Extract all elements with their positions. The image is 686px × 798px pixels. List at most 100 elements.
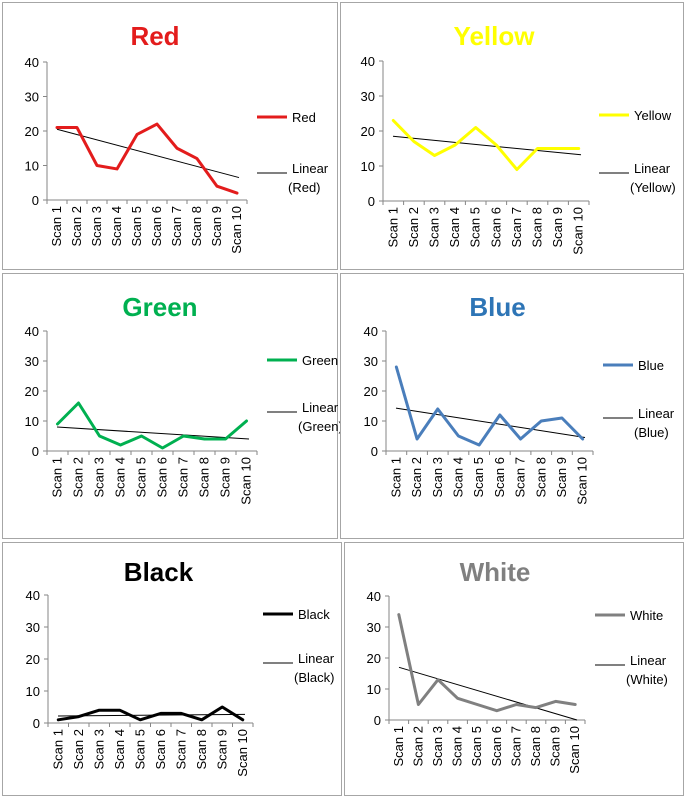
- x-tick-label: Scan 6: [489, 726, 504, 766]
- y-tick-label: 40: [361, 54, 375, 69]
- legend-trendline-label: Linear: [630, 653, 667, 668]
- x-tick-label: Scan 4: [112, 729, 127, 769]
- chart-panel-blue: Blue 0 10 20 30 40 Scan 1 Scan 2 Scan 3 Scan 4 Sca…: [340, 273, 684, 539]
- x-tick-label: Scan 9: [218, 457, 233, 497]
- trendline: [56, 128, 240, 179]
- x-tick-label: Scan 2: [71, 729, 86, 769]
- chart-title: Green: [122, 292, 197, 322]
- x-tick-label: Scan 1: [50, 729, 65, 769]
- x-tick-label: Scan 9: [554, 457, 569, 497]
- x-tick-label: Scan 3: [92, 457, 107, 497]
- x-tick-label: Scan 10: [235, 729, 250, 777]
- y-tick-label: 10: [367, 682, 381, 697]
- legend-trendline-label: (Black): [294, 670, 334, 685]
- y-tick-label: 40: [26, 588, 40, 603]
- x-tick-label: Scan 1: [49, 206, 64, 246]
- chart-svg-white: White 0 10 20 30 40 Scan 1 Scan 2 Scan 3 Scan 4 Sc…: [367, 557, 668, 774]
- chart-title: Blue: [469, 292, 525, 322]
- y-tick-label: 30: [25, 90, 39, 105]
- x-tick-label: Scan 10: [229, 206, 244, 254]
- x-tick-label: Scan 8: [533, 457, 548, 497]
- y-tick-label: 0: [374, 713, 381, 728]
- y-tick-label: 40: [364, 324, 378, 339]
- y-tick-label: 10: [25, 159, 39, 174]
- legend-label: Red: [292, 110, 316, 125]
- legend-trendline-label: Linear: [292, 161, 329, 176]
- x-tick-label: Scan 7: [176, 457, 191, 497]
- chart-panel-green: Green 0 10 20 30 40 Scan 1 Scan 2 Scan 3 Scan 4 Sc…: [2, 273, 343, 539]
- y-tick-label: 20: [25, 124, 39, 139]
- chart-panel-yellow: Yellow 0 10 20 30 40 Scan 1 Scan 2 Scan 3 Scan 4 S…: [340, 2, 684, 270]
- x-tick-label: Scan 6: [149, 206, 164, 246]
- y-tick-label: 30: [26, 620, 40, 635]
- x-tick-label: Scan 4: [450, 726, 465, 766]
- x-tick-label: Scan 9: [550, 207, 565, 247]
- x-tick-label: Scan 6: [492, 457, 507, 497]
- y-tick-label: 20: [25, 384, 39, 399]
- chart-panel-white: White 0 10 20 30 40 Scan 1 Scan 2 Scan 3 Scan 4 Sc…: [344, 542, 684, 796]
- x-tick-label: Scan 10: [567, 726, 582, 774]
- x-tick-label: Scan 5: [134, 457, 149, 497]
- legend-label: Yellow: [634, 108, 672, 123]
- x-tick-label: Scan 4: [447, 207, 462, 247]
- x-tick-label: Scan 6: [155, 457, 170, 497]
- legend-trendline-label: (Red): [288, 180, 321, 195]
- x-tick-label: Scan 3: [91, 729, 106, 769]
- x-tick-label: Scan 8: [528, 726, 543, 766]
- x-tick-label: Scan 1: [50, 457, 65, 497]
- trendline: [398, 666, 578, 721]
- x-tick-label: Scan 9: [209, 206, 224, 246]
- y-tick-label: 20: [361, 124, 375, 139]
- y-tick-label: 20: [26, 652, 40, 667]
- x-tick-label: Scan 7: [513, 457, 528, 497]
- y-tick-label: 0: [33, 716, 40, 731]
- trendline: [56, 426, 250, 440]
- x-tick-label: Scan 3: [89, 206, 104, 246]
- x-tick-label: Scan 6: [153, 729, 168, 769]
- x-tick-label: Scan 3: [427, 207, 442, 247]
- x-tick-label: Scan 5: [469, 726, 484, 766]
- x-tick-label: Scan 7: [509, 207, 524, 247]
- x-tick-label: Scan 8: [197, 457, 212, 497]
- x-tick-label: Scan 2: [406, 207, 421, 247]
- series-line-yellow: [391, 119, 581, 171]
- legend-trendline-label: (Green): [298, 419, 343, 434]
- x-tick-label: Scan 4: [450, 457, 465, 497]
- y-tick-label: 0: [371, 444, 378, 459]
- y-tick-label: 30: [367, 620, 381, 635]
- legend-label: White: [630, 608, 663, 623]
- y-tick-label: 30: [25, 354, 39, 369]
- series-line-red: [55, 122, 239, 195]
- x-tick-label: Scan 4: [109, 206, 124, 246]
- y-tick-label: 0: [368, 194, 375, 209]
- x-tick-label: Scan 5: [132, 729, 147, 769]
- y-tick-label: 10: [26, 684, 40, 699]
- x-tick-label: Scan 10: [571, 207, 586, 255]
- x-tick-label: Scan 5: [471, 457, 486, 497]
- series-line-black: [56, 705, 245, 722]
- series-line-blue: [394, 365, 585, 447]
- legend-trendline-label: Linear: [302, 400, 339, 415]
- chart-title: Red: [130, 21, 179, 51]
- x-tick-label: Scan 9: [548, 726, 563, 766]
- x-tick-label: Scan 8: [194, 729, 209, 769]
- x-tick-label: Scan 2: [69, 206, 84, 246]
- y-tick-label: 40: [367, 589, 381, 604]
- x-tick-label: Scan 2: [71, 457, 86, 497]
- series-line-green: [56, 401, 248, 450]
- legend-trendline-label: Linear: [298, 651, 335, 666]
- chart-title: Black: [124, 557, 194, 587]
- x-tick-label: Scan 7: [173, 729, 188, 769]
- x-tick-label: Scan 4: [113, 457, 128, 497]
- legend-trendline-label: (Blue): [634, 425, 669, 440]
- legend-label: Black: [298, 607, 330, 622]
- x-tick-label: Scan 2: [410, 726, 425, 766]
- x-tick-label: Scan 3: [430, 457, 445, 497]
- x-tick-label: Scan 1: [391, 726, 406, 766]
- x-tick-label: Scan 10: [239, 457, 254, 505]
- x-tick-label: Scan 5: [468, 207, 483, 247]
- y-tick-label: 10: [25, 414, 39, 429]
- trendline: [392, 135, 582, 156]
- x-tick-label: Scan 6: [488, 207, 503, 247]
- y-tick-label: 20: [364, 384, 378, 399]
